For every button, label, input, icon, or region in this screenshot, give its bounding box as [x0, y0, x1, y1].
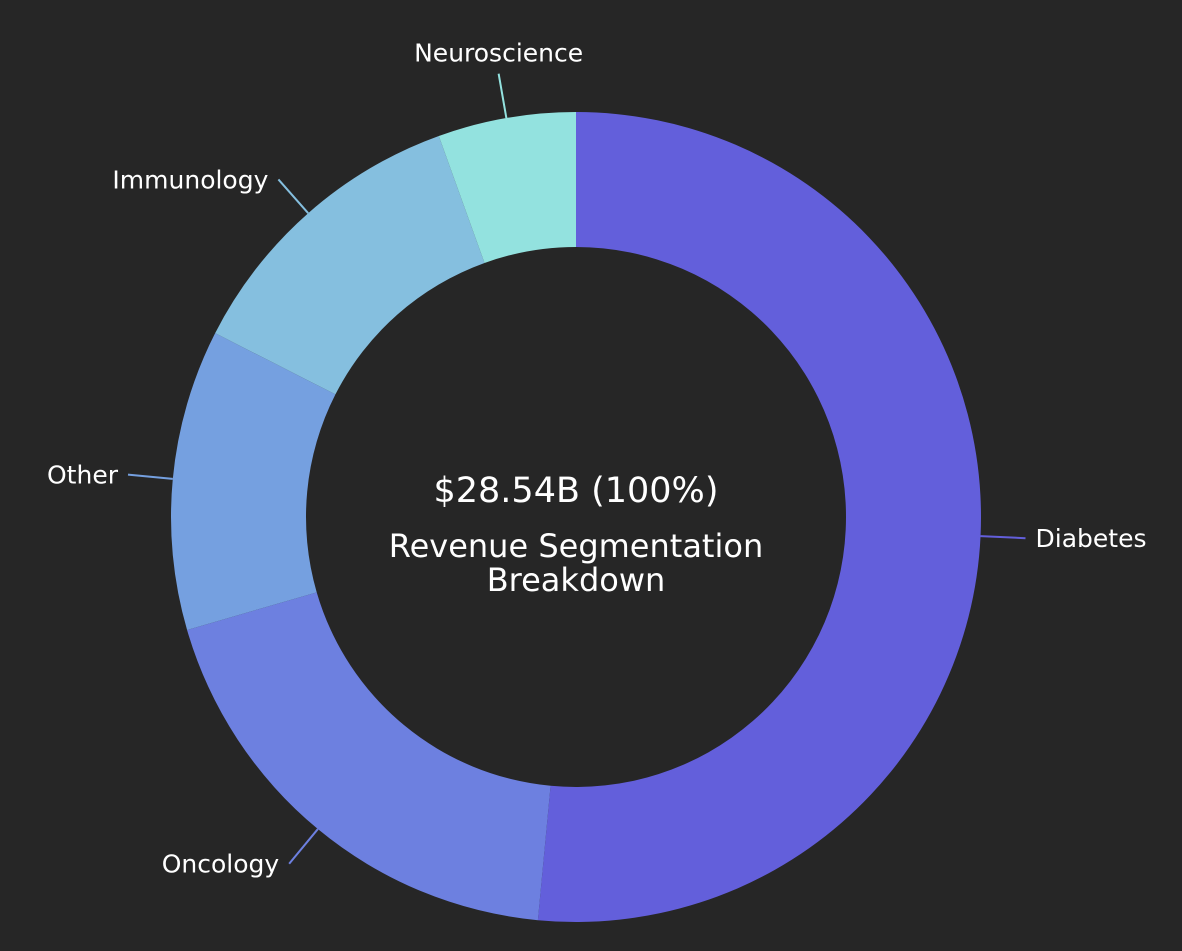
- segment-label-neuroscience: Neuroscience: [414, 39, 583, 68]
- label-leader-lines: [127, 73, 1026, 865]
- leader-line-other: [127, 473, 173, 480]
- donut-slice-other[interactable]: [170, 333, 336, 630]
- center-total-value: $28.54B (100%): [434, 471, 719, 511]
- segment-labels: Diabetes Oncology Other Immunology Neuroscie…: [47, 39, 1146, 879]
- segment-label-immunology: Immunology: [112, 165, 268, 194]
- donut-slice-immunology[interactable]: [215, 135, 485, 395]
- donut-slice-diabetes[interactable]: [537, 112, 982, 922]
- leader-line-neuroscience: [497, 73, 508, 119]
- donut-slice-neuroscience[interactable]: [438, 112, 576, 263]
- leader-line-immunology: [277, 178, 309, 214]
- donut-slice-oncology[interactable]: [187, 592, 551, 921]
- center-title-line-1: Revenue Segmentation: [389, 527, 763, 565]
- leader-line-oncology: [288, 828, 319, 865]
- segment-label-diabetes: Diabetes: [1036, 524, 1147, 553]
- leader-line-diabetes: [980, 535, 1026, 540]
- segment-label-oncology: Oncology: [162, 850, 280, 879]
- donut-center: $28.54B (100%) Revenue Segmentation Brea…: [389, 471, 763, 599]
- donut-slices: [170, 112, 982, 922]
- center-title-line-2: Breakdown: [487, 561, 666, 599]
- segment-label-other: Other: [47, 461, 119, 490]
